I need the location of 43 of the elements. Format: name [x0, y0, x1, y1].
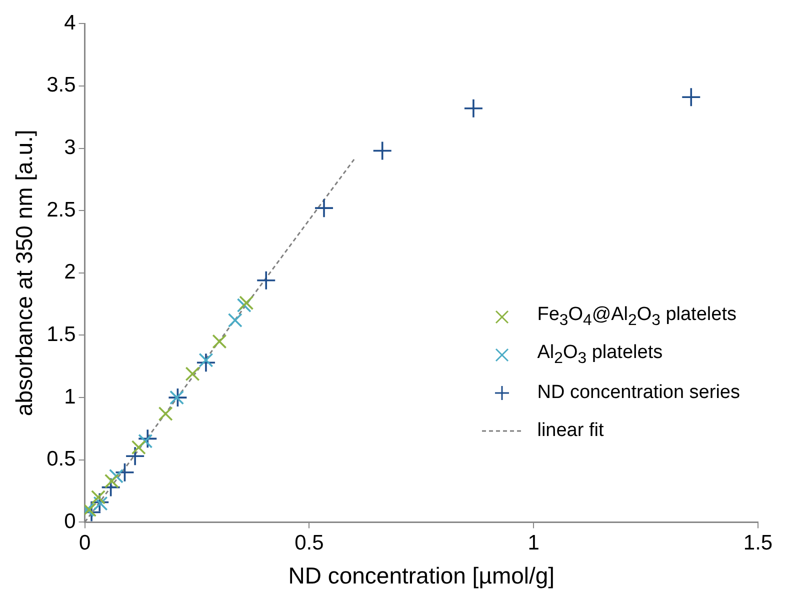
point	[90, 492, 110, 512]
y-tick-label: 3.5	[46, 74, 76, 97]
point	[196, 352, 216, 373]
text: Fe$_{3}$O$_{4}$@Al$_{2}$O$_{3}$ platelets	[537, 304, 736, 329]
point	[185, 366, 200, 382]
point	[138, 434, 153, 448]
x-tick-label: 1.5	[743, 532, 773, 555]
legend-label: linear fit	[537, 420, 604, 442]
y-tick-label: 1	[64, 385, 76, 408]
point	[138, 428, 158, 449]
point	[681, 87, 702, 108]
point	[170, 390, 184, 405]
point	[168, 388, 188, 408]
point	[114, 462, 135, 482]
legend-label: Al$_{2}$O$_{3}$ platelets	[537, 342, 663, 368]
y-axis-title: absorbance at 350 nm [a.u.]	[11, 130, 38, 416]
point	[158, 406, 173, 422]
y-tick-label: 0	[64, 510, 76, 533]
point	[104, 474, 119, 488]
y-tick-label: 2.5	[46, 198, 76, 222]
point	[212, 334, 227, 349]
point	[464, 98, 484, 118]
x-tick-label: 0.5	[294, 532, 324, 555]
point	[314, 198, 334, 218]
y-tick-label: 1.5	[46, 323, 76, 346]
point	[108, 468, 124, 484]
point	[198, 352, 214, 368]
y-tick-label: 4	[64, 11, 76, 34]
point	[125, 446, 145, 466]
legend-label: ND concentration series	[537, 382, 740, 404]
y-tick-label: 0.5	[46, 448, 76, 471]
point	[131, 440, 146, 455]
x-tick-label: 0	[78, 532, 91, 555]
y-tick-label: 2	[64, 260, 76, 284]
y-tick-label: 3	[64, 136, 76, 160]
point	[372, 140, 392, 161]
point	[256, 270, 276, 290]
point	[228, 313, 242, 328]
point	[93, 496, 108, 511]
x-tick-label: 1	[528, 532, 540, 555]
point	[100, 477, 121, 498]
x-axis-title: ND concentration [µmol/g]	[288, 562, 555, 589]
point	[90, 490, 106, 505]
